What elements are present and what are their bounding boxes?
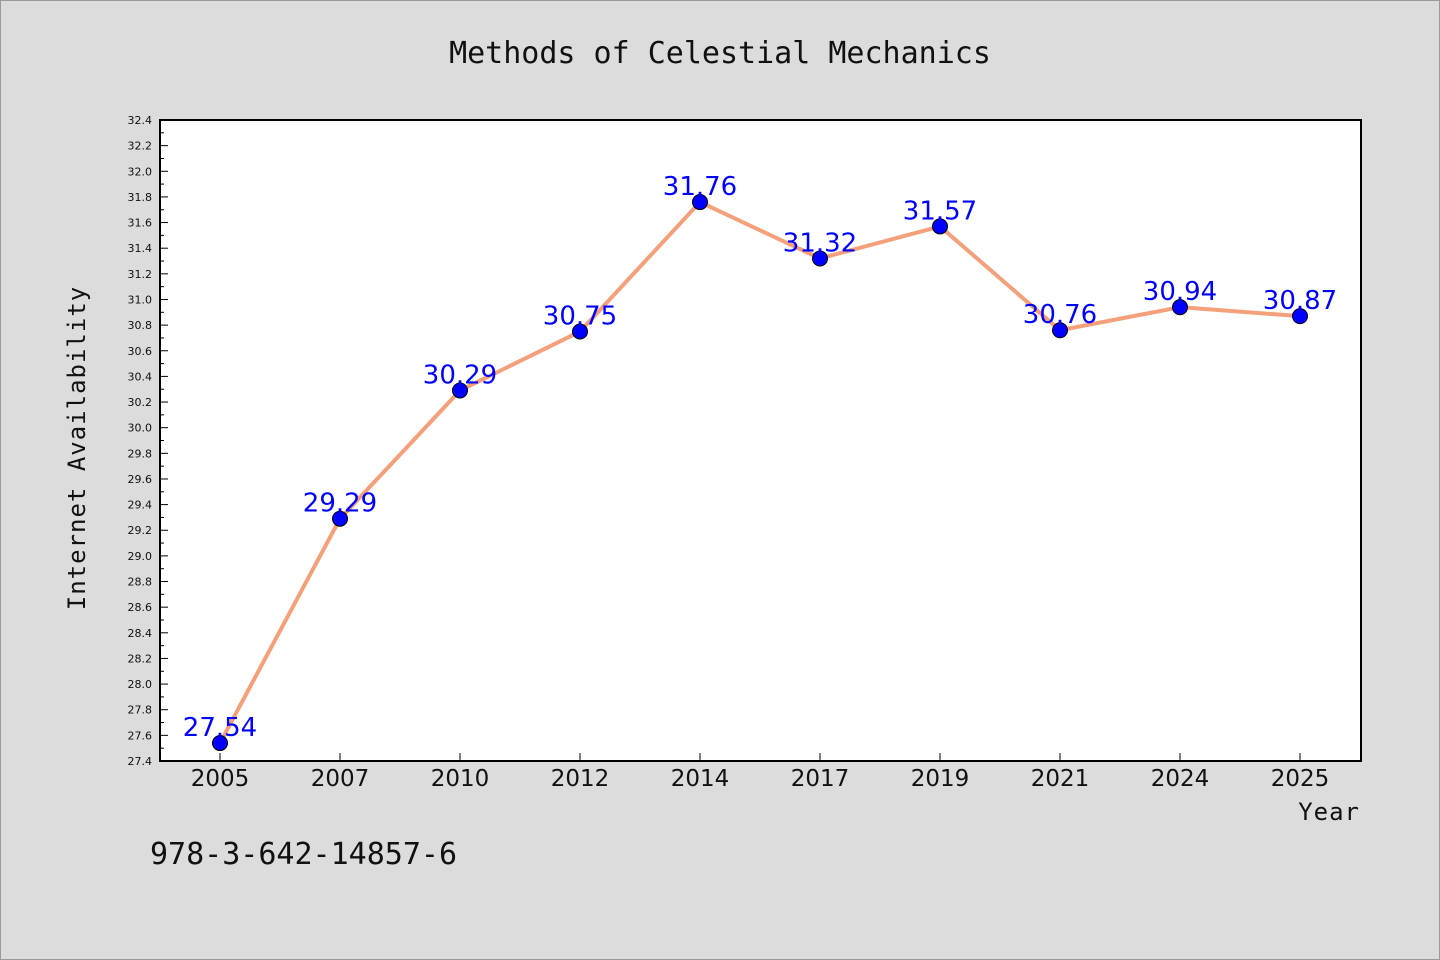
data-label: 30.87	[1263, 286, 1337, 316]
data-label: 30.29	[423, 361, 497, 391]
x-axis: 2005 2007 2010 2012 2014 2017 2019 2021 2024 2025	[191, 753, 1330, 792]
x-tick-label: 2025	[1271, 766, 1330, 792]
series-layer	[212, 194, 1308, 752]
x-tick-label: 2014	[671, 766, 730, 792]
data-point	[692, 194, 708, 211]
data-label: 30.75	[543, 302, 617, 332]
x-tick-label: 2010	[431, 766, 490, 792]
y-tick-label: 32.2	[128, 140, 153, 153]
y-tick-label: 31.8	[128, 191, 153, 204]
data-point	[932, 218, 948, 235]
y-tick-label: 32.4	[128, 114, 153, 127]
data-label: 27.54	[183, 713, 257, 743]
y-tick-label: 30.6	[128, 345, 153, 358]
data-point	[452, 382, 468, 399]
x-axis-label: Year	[1298, 798, 1360, 826]
data-label: 31.76	[663, 172, 737, 202]
x-tick-label: 2007	[311, 766, 370, 792]
y-axis: 27.4 27.6 27.8 28.0 28.2 28.4 28.6 28.8 29.0 29.2…	[128, 114, 168, 768]
y-tick-label: 29.2	[128, 524, 153, 537]
x-tick-label: 2019	[911, 766, 970, 792]
data-label: 31.32	[783, 228, 857, 258]
x-tick-label: 2024	[1151, 766, 1210, 792]
y-tick-label: 29.8	[128, 447, 153, 460]
plot-area	[159, 119, 1362, 762]
isbn-text: 978-3-642-14857-6	[150, 837, 457, 872]
chart-title: Methods of Celestial Mechanics	[449, 36, 991, 71]
y-tick-label: 27.6	[128, 729, 153, 742]
data-point	[572, 323, 588, 340]
data-label: 31.57	[903, 196, 977, 226]
data-label: 30.76	[1023, 300, 1097, 330]
x-tick-label: 2005	[191, 766, 250, 792]
data-label: 30.94	[1143, 277, 1217, 307]
y-tick-label: 27.4	[128, 755, 153, 768]
x-tick-label: 2012	[551, 766, 610, 792]
y-tick-label: 27.8	[128, 704, 153, 717]
y-tick-label: 32.0	[128, 165, 153, 178]
y-tick-label: 31.4	[128, 242, 153, 255]
y-tick-label: 29.0	[128, 550, 153, 563]
data-point	[812, 250, 828, 267]
y-tick-label: 28.4	[128, 627, 153, 640]
y-tick-label: 30.8	[128, 319, 153, 332]
data-point	[332, 510, 348, 527]
y-tick-label: 28.0	[128, 678, 153, 691]
data-label: 29.29	[303, 489, 377, 519]
y-tick-label: 29.4	[128, 499, 153, 512]
y-tick-label: 30.4	[128, 370, 153, 383]
data-point	[1172, 299, 1188, 316]
y-tick-label: 29.6	[128, 473, 153, 486]
data-point	[1052, 322, 1068, 339]
y-tick-label: 28.6	[128, 601, 153, 614]
y-tick-label: 28.2	[128, 652, 153, 665]
y-axis-label: Internet Availability	[63, 286, 91, 610]
y-tick-label: 31.0	[128, 293, 153, 306]
y-tick-label: 30.2	[128, 396, 153, 409]
x-tick-label: 2017	[791, 766, 850, 792]
y-tick-label: 28.8	[128, 576, 153, 589]
y-tick-label: 30.0	[128, 422, 153, 435]
data-point	[1292, 308, 1308, 325]
x-tick-label: 2021	[1031, 766, 1090, 792]
y-tick-label: 31.2	[128, 268, 153, 281]
data-point	[212, 735, 228, 752]
y-tick-label: 31.6	[128, 217, 153, 230]
series-line	[218, 200, 1301, 744]
data-labels-layer: 27.54 29.29 30.29 30.75 31.76 31.32 31.57 30.76…	[183, 172, 1337, 743]
